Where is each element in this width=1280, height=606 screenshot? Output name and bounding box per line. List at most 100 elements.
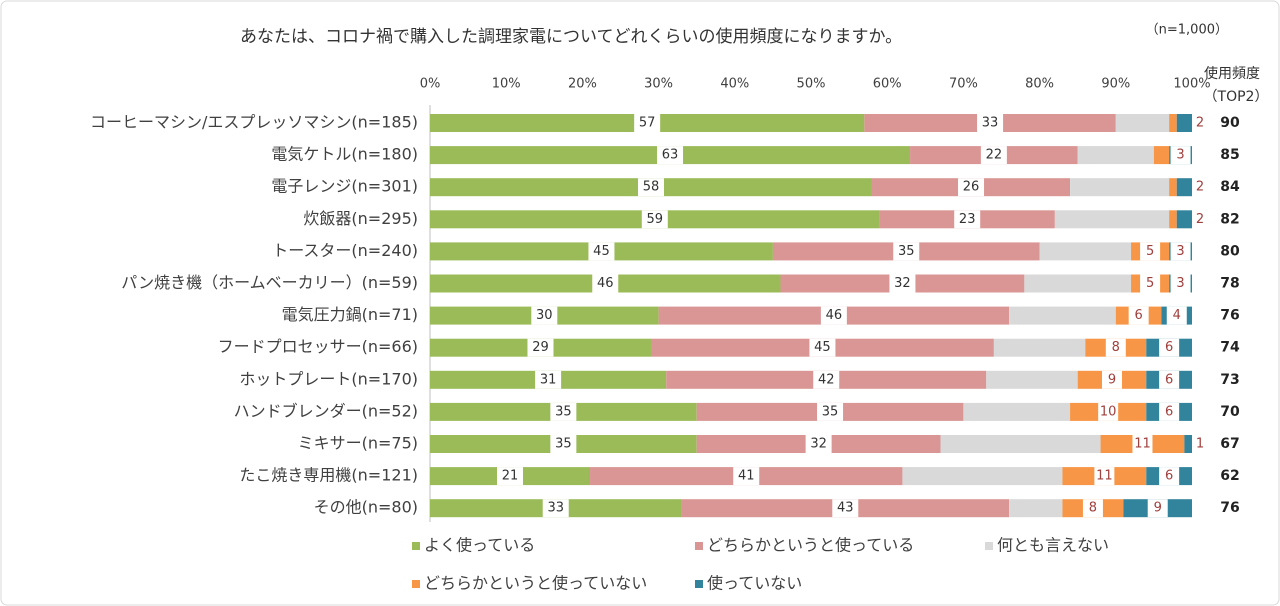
value-label: 35 — [822, 404, 839, 419]
value-label: 46 — [597, 276, 614, 291]
label-bg — [1094, 467, 1115, 486]
top2-value: 82 — [1220, 211, 1239, 227]
x-tick-label: 70% — [949, 77, 978, 92]
value-label: 6 — [1165, 404, 1173, 419]
label-bg — [1159, 402, 1180, 421]
label-bg — [588, 242, 615, 261]
label-bg — [634, 114, 661, 132]
bar-segment — [1009, 499, 1063, 518]
sample-note: （n=1,000） — [1146, 23, 1228, 38]
legend-label: 何とも言えない — [997, 536, 1109, 555]
top2-value: 76 — [1220, 500, 1239, 516]
category-label: ホットプレート(n=170) — [239, 369, 418, 388]
label-bg — [550, 435, 577, 453]
label-bg — [958, 178, 985, 197]
value-label: 2 — [1196, 116, 1204, 131]
value-label: 29 — [532, 340, 549, 355]
label-bg — [1101, 370, 1122, 389]
category-label: 電子レンジ(n=301) — [271, 177, 418, 196]
label-bg — [1159, 467, 1180, 486]
bar-segment — [1176, 210, 1192, 229]
top2-value: 67 — [1220, 436, 1239, 452]
legend-label: どちらかというと使っている — [707, 536, 914, 555]
bar-segment — [902, 467, 1063, 486]
label-bg — [1128, 306, 1149, 325]
label-bg — [733, 467, 760, 486]
x-tick-label: 90% — [1101, 77, 1130, 92]
value-label: 32 — [810, 437, 827, 452]
value-label: 11 — [1096, 469, 1113, 484]
value-label: 59 — [647, 212, 664, 227]
value-label: 26 — [963, 180, 980, 195]
value-label: 31 — [540, 372, 557, 387]
label-bg — [1159, 338, 1180, 357]
bar-segment — [1054, 210, 1170, 229]
label-bg — [1132, 435, 1153, 453]
value-label: 41 — [738, 469, 755, 484]
value-label: 2 — [1196, 212, 1204, 227]
category-label: 炊飯器(n=295) — [303, 209, 418, 228]
value-label: 9 — [1108, 372, 1116, 387]
label-bg — [980, 146, 1007, 165]
label-bg — [1159, 370, 1180, 389]
category-label: トースター(n=240) — [272, 241, 418, 260]
label-bg — [657, 146, 684, 165]
bar-segment — [986, 370, 1078, 389]
right-header: （TOP2） — [1204, 89, 1269, 105]
value-label: 8 — [1089, 501, 1097, 516]
label-bg — [592, 274, 619, 293]
x-tick-label: 20% — [568, 77, 597, 92]
value-label: 6 — [1165, 469, 1173, 484]
label-bg — [1098, 402, 1119, 421]
x-tick-label: 80% — [1025, 77, 1054, 92]
label-bg — [1170, 242, 1191, 261]
value-label: 35 — [898, 244, 915, 259]
value-label: 23 — [959, 212, 976, 227]
value-label: 10 — [1100, 404, 1117, 419]
value-label: 33 — [547, 501, 564, 516]
value-label: 6 — [1165, 372, 1173, 387]
category-label: たこ焼き専用機(n=121) — [239, 466, 418, 485]
value-label: 30 — [536, 308, 553, 323]
category-label: 電気ケトル(n=180) — [271, 145, 418, 164]
value-label: 3 — [1176, 276, 1184, 291]
value-label: 33 — [982, 116, 999, 131]
label-bg — [1105, 338, 1126, 357]
label-bg — [1140, 242, 1161, 261]
bar-segment — [1184, 435, 1192, 453]
top2-value: 62 — [1220, 468, 1239, 484]
bar-segment — [1169, 114, 1177, 132]
value-label: 43 — [837, 501, 854, 516]
legend-swatch — [412, 542, 420, 550]
value-label: 63 — [662, 148, 679, 163]
legend-swatch — [695, 542, 703, 550]
legend-swatch — [695, 580, 703, 588]
legend-swatch — [985, 542, 993, 550]
top2-value: 90 — [1220, 115, 1240, 131]
bar-segment — [993, 338, 1086, 357]
category-label: フードプロセッサー(n=66) — [218, 337, 418, 356]
bar-segment — [1024, 274, 1132, 293]
value-label: 32 — [894, 276, 911, 291]
bar-segment — [940, 435, 1101, 453]
value-label: 9 — [1154, 501, 1162, 516]
x-tick-label: 0% — [420, 77, 441, 92]
x-tick-label: 50% — [797, 77, 826, 92]
label-bg — [641, 210, 668, 229]
value-label: 42 — [818, 372, 835, 387]
category-label: ミキサー(n=75) — [298, 434, 418, 453]
value-label: 45 — [593, 244, 610, 259]
category-label: ハンドブレンダー(n=52) — [234, 401, 418, 420]
label-bg — [893, 242, 920, 261]
x-tick-label: 60% — [873, 77, 902, 92]
bar-segment — [1169, 178, 1177, 197]
label-bg — [813, 370, 840, 389]
top2-value: 80 — [1220, 243, 1240, 259]
bar-segment — [1009, 306, 1116, 325]
value-label: 35 — [555, 404, 572, 419]
x-tick-label: 10% — [492, 77, 521, 92]
right-header: 使用頻度 — [1204, 65, 1260, 82]
category-label: コーヒーマシン/エスプレッソマシン(n=185) — [90, 113, 418, 132]
label-bg — [637, 178, 664, 197]
